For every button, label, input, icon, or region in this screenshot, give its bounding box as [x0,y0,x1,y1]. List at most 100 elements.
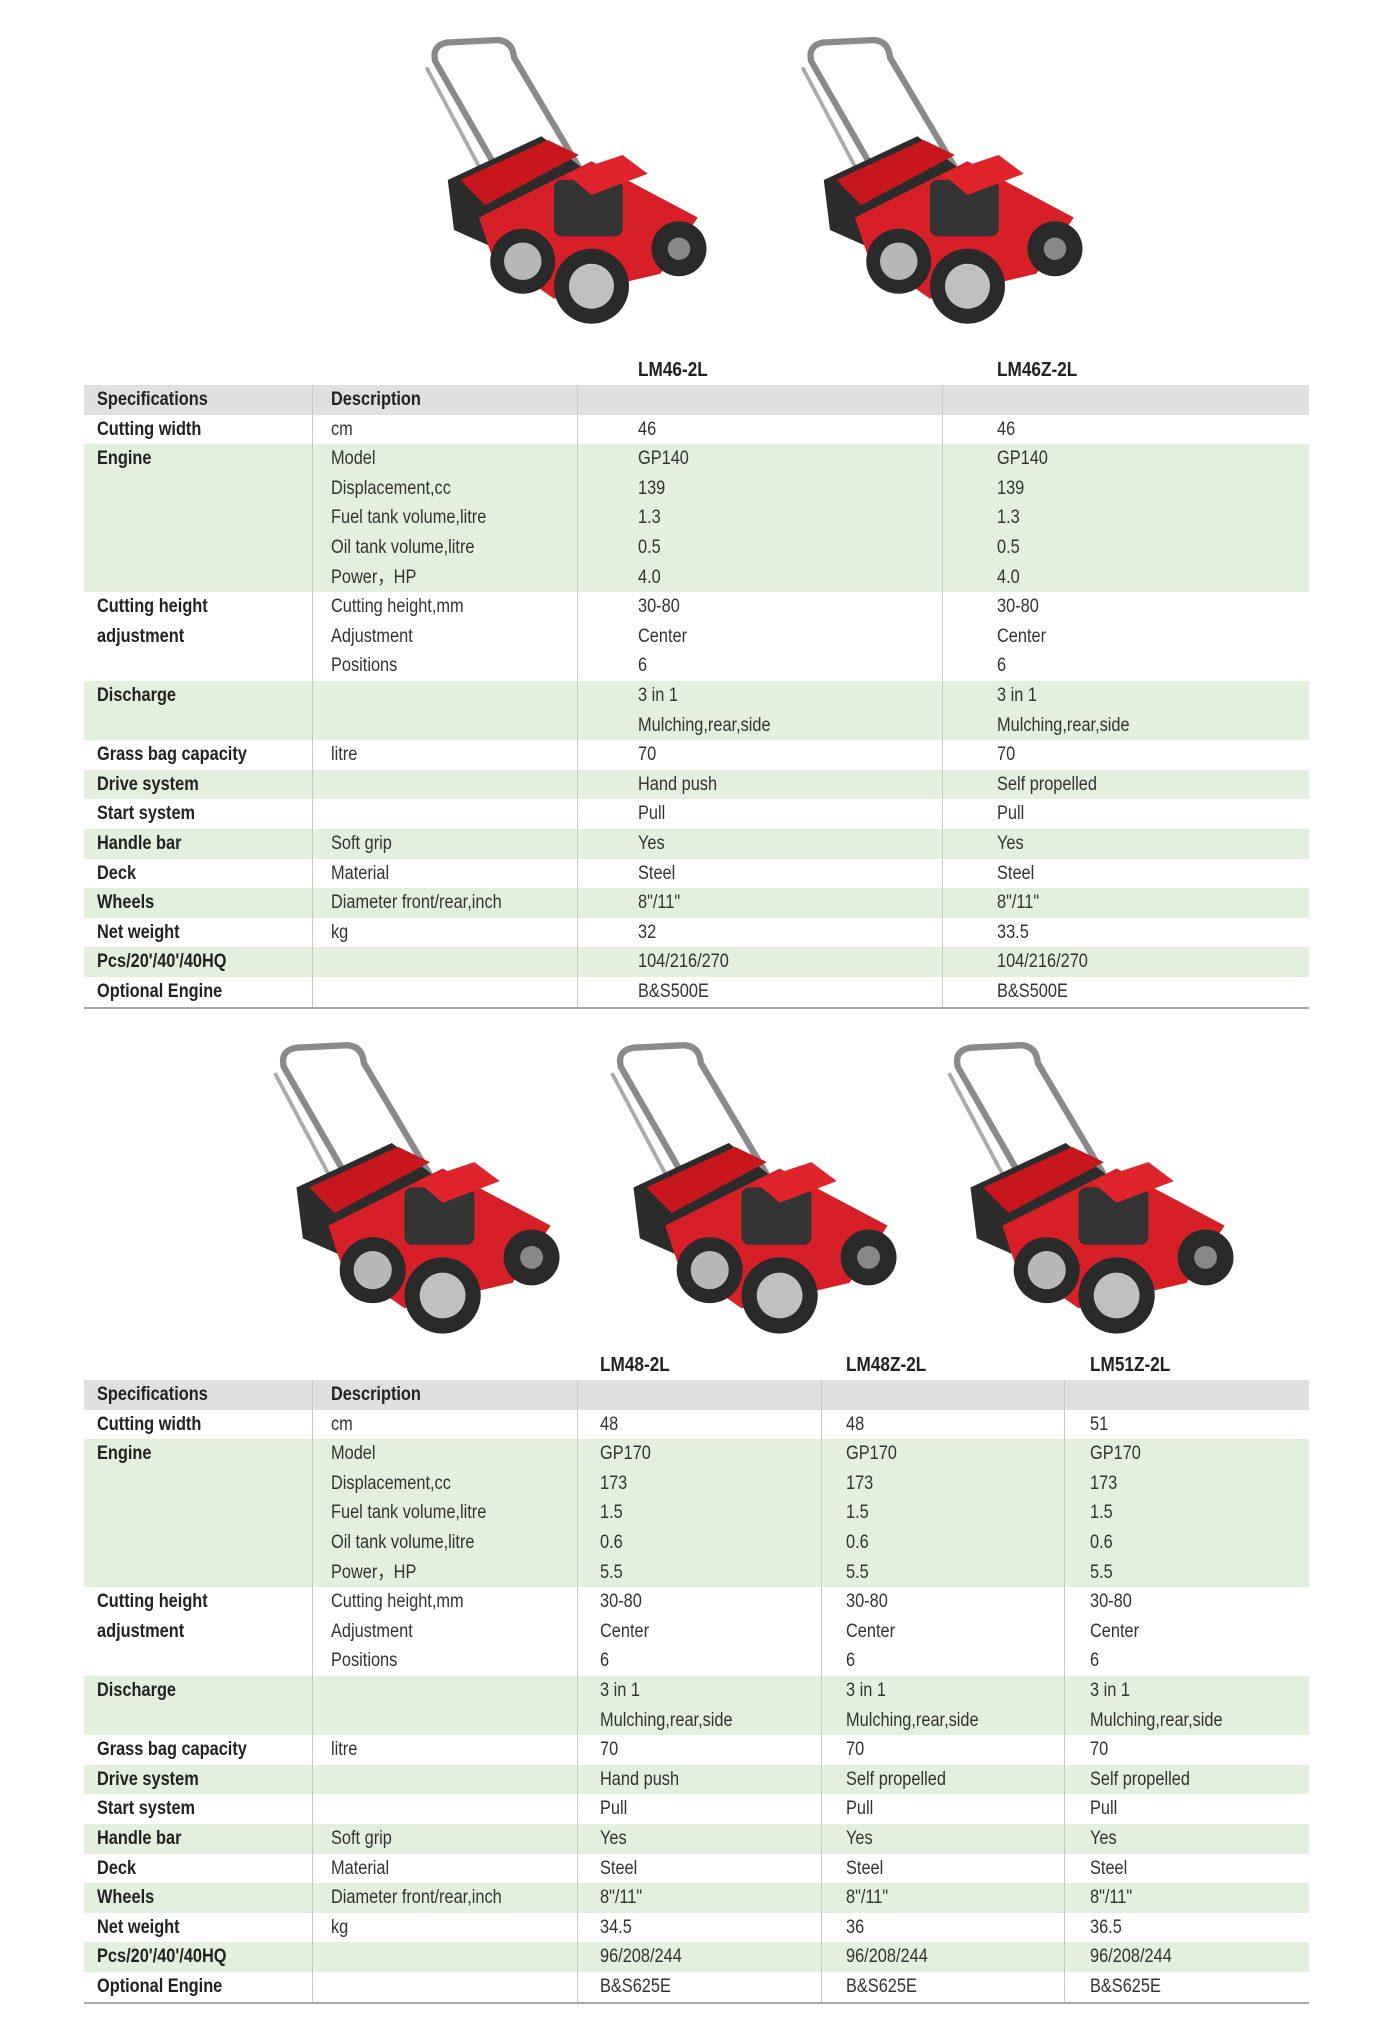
spec-label: Deck [97,862,137,884]
spec-value: Center [600,1620,650,1642]
row-group [84,1587,1309,1676]
spec-value: 70 [600,1739,619,1761]
description: litre [331,1739,358,1761]
spec-label: Cutting height [97,596,208,618]
description: Fuel tank volume,litre [331,1502,487,1524]
spec-value: Yes [638,833,665,854]
spec-value: 36.5 [1090,1916,1122,1938]
spec-value: Center [638,625,688,647]
spec-value: 8"/11" [638,892,681,914]
spec-value: Hand push [600,1768,680,1790]
mower-image [389,30,719,330]
column-divider [577,385,578,1007]
description: Diameter front/rear,inch [331,892,502,914]
spec-value: 3 in 1 [638,685,678,706]
description: Power，HP [331,566,417,588]
spec-value: 96/208/244 [846,1946,928,1968]
spec-value: 96/208/244 [1090,1946,1172,1968]
description: Fuel tank volume,litre [331,507,487,529]
description: Model [331,448,376,470]
description: Oil tank volume,litre [331,1532,475,1553]
spec-value: 1.3 [638,507,661,529]
spec-value: 70 [1090,1739,1109,1761]
spec-value: Pull [1090,1798,1118,1820]
spec-value: Self propelled [846,1768,946,1790]
spec-value: 0.5 [638,537,661,558]
description: Positions [331,655,398,677]
spec-value: 0.6 [846,1532,869,1553]
spec-value: 36 [846,1916,865,1938]
spec-label: Deck [97,1857,137,1879]
spec-value: B&S625E [600,1976,671,1997]
spec-value: GP170 [600,1443,651,1465]
model-name: LM46-2L [638,359,708,381]
row-group [84,1676,1309,1736]
spec-value: 1.5 [1090,1502,1113,1524]
description: Positions [331,1650,398,1672]
spec-value: 6 [600,1650,610,1672]
spec-value: GP170 [846,1443,897,1465]
spec-value: 48 [846,1413,865,1435]
description: Adjustment [331,1620,413,1642]
spec-value: 51 [1090,1413,1109,1435]
spec-label: Handle bar [97,833,182,854]
spec-value: 3 in 1 [997,685,1037,706]
spec-label: Wheels [97,892,155,914]
spec-value: 30-80 [600,1591,642,1613]
model-name: LM46Z-2L [997,359,1078,381]
spec-label: Cutting width [97,1413,202,1435]
spec-label: Start system [97,1798,196,1820]
spec-value: 173 [1090,1472,1118,1494]
spec-value: 5.5 [1090,1561,1113,1583]
mower-image [570,1035,913,1340]
spec-value: Steel [997,862,1035,884]
header-row [84,385,1309,415]
row-group [84,829,1309,859]
spec-value: Yes [1090,1828,1117,1849]
row-group [84,681,1309,741]
spec-value: 96/208/244 [600,1946,682,1968]
spec-value: Self propelled [1090,1768,1190,1790]
spec-value: GP140 [997,448,1048,470]
spec-value: B&S500E [638,981,709,1002]
spec-value: 30-80 [638,596,680,618]
spec-value: 0.6 [600,1532,623,1553]
spec-value: 48 [600,1413,619,1435]
spec-value: 4.0 [638,566,661,588]
spec-value: B&S625E [846,1976,917,1997]
spec-value: 1.3 [997,507,1020,529]
spec-value: GP170 [1090,1443,1141,1465]
row-group [84,592,1309,681]
description: Displacement,cc [331,1472,451,1494]
row-group [84,799,1309,829]
spec-value: Mulching,rear,side [600,1709,733,1731]
spec-value: 30-80 [846,1591,888,1613]
spec-value: 46 [638,418,657,440]
spec-label: Pcs/20'/40'/40HQ [97,951,227,973]
spec-value: Mulching,rear,side [638,714,771,736]
spec-value: 4.0 [997,566,1020,588]
spec-value: Pull [638,803,666,825]
spec-value: 30-80 [997,596,1039,618]
spec-label: Optional Engine [97,981,223,1002]
spec-value: B&S625E [1090,1976,1161,1997]
column-divider [312,385,313,1007]
row-group [84,1972,1309,2002]
spec-value: 30-80 [1090,1591,1132,1613]
description: Soft grip [331,1828,392,1849]
spec-label: adjustment [97,1620,185,1642]
spec-value: 5.5 [846,1561,869,1583]
description: kg [331,1916,349,1938]
header-cell: Description [331,1384,421,1405]
row-group [84,1409,1309,1440]
row-group [84,1439,1309,1588]
spec-value: 70 [997,744,1016,766]
model-name: LM48Z-2L [846,1354,927,1376]
spec-value: Steel [846,1857,884,1879]
spec-value: Steel [600,1857,638,1879]
spec-label: Net weight [97,921,180,943]
spec-label: Optional Engine [97,1976,223,1997]
model-name: LM48-2L [600,1354,670,1376]
spec-value: 139 [638,477,666,499]
